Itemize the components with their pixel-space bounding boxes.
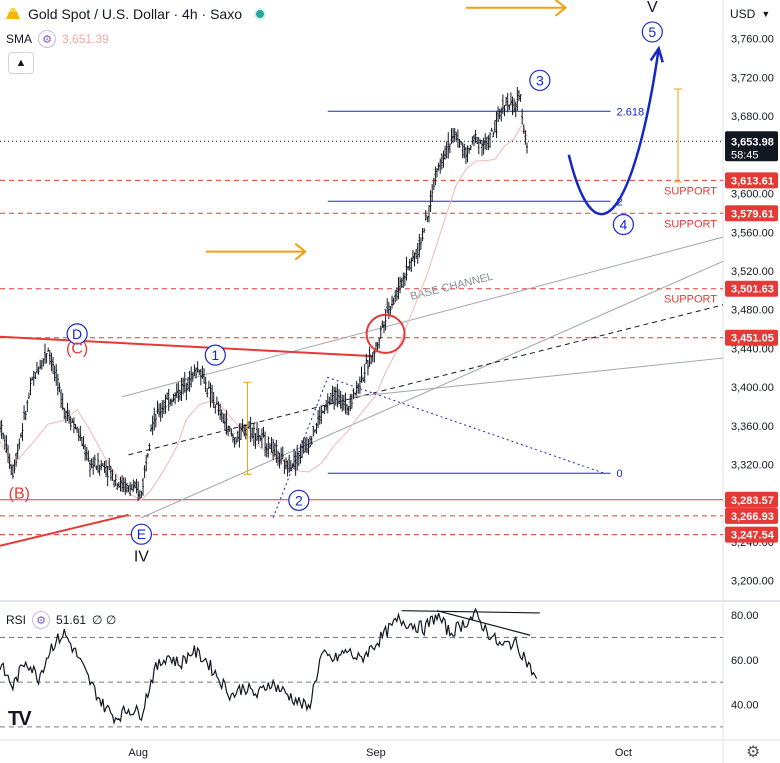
chevron-down-icon: ▼ <box>761 9 771 19</box>
symbol-title[interactable]: Gold Spot / U.S. Dollar · 4h · Saxo <box>28 6 242 22</box>
red-trendline-upper <box>0 335 373 358</box>
fib-label: 2.618 <box>617 106 645 118</box>
price-badge-label: 3,501.63 <box>731 284 774 296</box>
price-badge-label: 3,579.61 <box>731 208 774 220</box>
x-tick-label: Oct <box>615 747 632 759</box>
rsi-tick-label: 80.00 <box>731 610 759 622</box>
price-badge-label: 3,613.61 <box>731 175 774 187</box>
red-trendline-lower <box>0 513 129 547</box>
rsi-tick-label: 40.00 <box>731 700 759 712</box>
y-tick-label: 3,360.00 <box>731 421 774 433</box>
rsi-divergence-top <box>401 610 540 614</box>
rsi-legend: RSI ⚙ 51.61 ∅ ∅ <box>6 611 116 629</box>
rsi-value: 51.61 <box>56 613 87 627</box>
price-badge <box>725 205 778 222</box>
support-label: SUPPORT <box>664 185 717 197</box>
wave-circle <box>529 69 551 91</box>
y-tick-label: 3,320.00 <box>731 460 774 472</box>
fib-label: 2 <box>617 196 623 208</box>
rsi-label[interactable]: RSI <box>6 613 27 627</box>
price-badge <box>725 526 778 543</box>
wave-circle <box>130 523 152 545</box>
channel-mid <box>128 304 724 456</box>
tradingview-logo[interactable]: TV <box>8 708 32 730</box>
channel-upper <box>121 236 724 398</box>
channel-lower <box>141 260 724 519</box>
wave-circle <box>641 21 663 43</box>
current-price-badge <box>725 131 778 162</box>
rsi-divergence-slope <box>436 610 531 636</box>
chevron-up-icon[interactable]: ▲ <box>8 52 34 74</box>
wave-label: 1 <box>211 347 219 363</box>
y-tick-label: 3,520.00 <box>731 266 774 278</box>
price-badge-label: 3,451.05 <box>731 333 774 345</box>
dotted-triangle <box>272 376 605 518</box>
sma-line <box>0 125 528 501</box>
wave-circle <box>204 344 226 366</box>
current-price-label: 3,653.98 <box>731 136 774 148</box>
support-label: SUPPORT <box>664 294 717 306</box>
breakout-circle <box>365 313 406 354</box>
y-tick-label: 3,440.00 <box>731 343 774 355</box>
rsi-settings-icon[interactable]: ⚙ <box>32 611 51 629</box>
wave-label: 4 <box>619 217 627 233</box>
wave-label: V <box>647 0 658 16</box>
price-badge-label: 3,266.93 <box>731 511 774 523</box>
rsi-line <box>0 607 538 726</box>
price-badge-label: 3,283.57 <box>731 495 774 507</box>
x-tick-label: Aug <box>128 747 148 759</box>
wave-label: 3 <box>536 72 544 88</box>
settings-icon[interactable]: ⚙ <box>38 30 57 48</box>
wave-circle <box>612 213 634 236</box>
y-tick-label: 3,200.00 <box>731 576 774 588</box>
countdown-label: 58:45 <box>731 149 759 161</box>
wave-label: 2 <box>295 492 303 508</box>
gold-spot-icon <box>6 8 20 19</box>
wave-label: D <box>72 326 82 342</box>
chart-settings-icon[interactable]: ⚙ <box>746 744 761 761</box>
sma-label[interactable]: SMA <box>6 32 33 46</box>
rsi-tick-label: 60.00 <box>731 655 759 667</box>
market-open-dot-icon <box>253 8 266 20</box>
y-tick-label: 3,400.00 <box>731 382 774 394</box>
rsi-extra: ∅ ∅ <box>92 613 117 627</box>
currency-selector[interactable]: USD ▼ <box>726 2 778 26</box>
support-label: SUPPORT <box>664 218 717 230</box>
orange-arrow-left-head <box>294 242 307 261</box>
wave-label: (B) <box>9 486 30 503</box>
price-badge <box>725 491 778 508</box>
wave-label: IV <box>134 548 149 565</box>
wave-label: 5 <box>648 24 656 40</box>
price-badge <box>725 329 778 346</box>
wave-label: (C) <box>66 340 88 357</box>
price-badge <box>725 172 778 189</box>
chart-header: Gold Spot / U.S. Dollar · 4h · Saxo <box>4 4 266 24</box>
sma-value: 3,651.39 <box>62 32 109 46</box>
wave-circle <box>288 489 310 511</box>
y-tick-label: 3,680.00 <box>731 111 774 123</box>
x-tick-label: Sep <box>366 747 386 759</box>
orange-arrow-right-head <box>554 0 568 17</box>
projection-arrowhead <box>649 45 664 63</box>
currency-label: USD <box>730 7 756 21</box>
projection-path <box>567 48 660 216</box>
y-tick-label: 3,480.00 <box>731 305 774 317</box>
channel-lower-2 <box>353 357 724 398</box>
y-tick-label: 3,600.00 <box>731 189 774 201</box>
y-tick-label: 3,760.00 <box>731 34 774 46</box>
wave-circle <box>66 323 88 345</box>
price-badge <box>725 280 778 297</box>
price-badge <box>725 507 778 524</box>
fib-label: 0 <box>617 468 623 480</box>
price-badge-label: 3,247.54 <box>731 530 775 542</box>
sma-legend: SMA ⚙ 3,651.39 <box>6 30 109 48</box>
y-tick-label: 3,720.00 <box>731 72 774 84</box>
wave-label: E <box>137 526 146 542</box>
y-tick-label: 3,560.00 <box>731 227 774 239</box>
